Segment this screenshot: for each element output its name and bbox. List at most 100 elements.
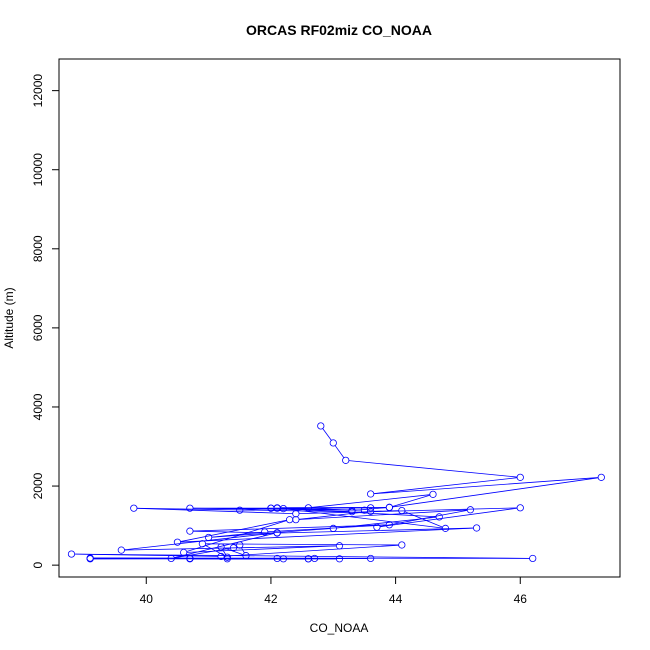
data-point bbox=[367, 490, 375, 498]
data-point bbox=[217, 552, 225, 561]
data-point bbox=[367, 504, 375, 512]
data-point bbox=[173, 538, 182, 546]
series-segment bbox=[380, 507, 518, 528]
data-point bbox=[130, 504, 138, 512]
series-segment bbox=[392, 494, 431, 507]
data-point bbox=[516, 504, 524, 512]
data-point bbox=[597, 473, 605, 481]
data-point bbox=[335, 555, 344, 563]
y-tick-label: 10000 bbox=[31, 153, 45, 187]
data-point bbox=[473, 524, 481, 532]
data-point bbox=[67, 550, 76, 558]
y-tick-label: 4000 bbox=[31, 393, 45, 420]
series-segment bbox=[373, 477, 518, 495]
data-point bbox=[242, 552, 250, 560]
data-point bbox=[261, 528, 269, 536]
data-point bbox=[329, 439, 337, 447]
data-point bbox=[304, 504, 312, 512]
y-tick-label: 0 bbox=[31, 561, 45, 568]
series-segment bbox=[322, 428, 332, 441]
series-segment bbox=[180, 519, 287, 542]
data-point bbox=[367, 554, 375, 563]
series-segment bbox=[299, 509, 468, 520]
series-segment bbox=[74, 553, 530, 559]
series-segment bbox=[392, 477, 599, 508]
data-point bbox=[117, 546, 125, 554]
series-segment bbox=[348, 460, 518, 478]
data-point bbox=[223, 553, 231, 561]
data-point bbox=[367, 507, 375, 515]
series-segment bbox=[136, 507, 293, 515]
series-segment bbox=[193, 524, 387, 532]
data-point bbox=[292, 510, 300, 518]
data-point bbox=[335, 542, 344, 550]
data-point bbox=[229, 544, 238, 552]
data-point bbox=[329, 524, 337, 532]
data-point bbox=[279, 504, 287, 513]
series-segment bbox=[241, 547, 245, 554]
data-point bbox=[267, 504, 275, 512]
data-point bbox=[186, 527, 194, 535]
data-point bbox=[167, 554, 175, 563]
data-point bbox=[529, 554, 537, 563]
data-point bbox=[516, 473, 524, 481]
series-segment bbox=[267, 524, 387, 533]
data-point bbox=[286, 516, 294, 524]
data-point bbox=[86, 555, 94, 563]
data-point bbox=[223, 555, 231, 563]
data-point bbox=[310, 554, 319, 563]
x-tick-label: 44 bbox=[389, 592, 403, 606]
series-segment bbox=[124, 532, 275, 551]
series-segment bbox=[222, 549, 226, 555]
series-segment bbox=[205, 543, 399, 546]
x-tick-label: 46 bbox=[514, 592, 528, 606]
series-segment bbox=[404, 511, 443, 528]
data-point bbox=[385, 521, 393, 529]
series-segment bbox=[180, 527, 474, 543]
data-point bbox=[317, 422, 325, 430]
series-segment bbox=[311, 494, 430, 508]
data-point bbox=[398, 506, 406, 515]
data-point bbox=[398, 541, 406, 549]
data-point bbox=[236, 541, 244, 549]
series-segment bbox=[286, 508, 443, 529]
chart-title: ORCAS RF02miz CO_NOAA bbox=[246, 22, 432, 38]
data-point bbox=[342, 456, 350, 464]
data-point bbox=[198, 540, 206, 548]
data-point bbox=[273, 554, 281, 563]
y-tick-label: 12000 bbox=[31, 74, 45, 108]
x-axis-label: CO_NOAA bbox=[310, 621, 369, 635]
plot-frame bbox=[58, 58, 621, 578]
x-tick-label: 42 bbox=[264, 592, 278, 606]
series-segment bbox=[204, 544, 225, 557]
data-point bbox=[273, 529, 281, 537]
data-point bbox=[180, 548, 188, 557]
y-axis-label: Altitude (m) bbox=[2, 287, 16, 348]
series-segment bbox=[211, 531, 262, 538]
data-point bbox=[466, 506, 474, 514]
series-segment bbox=[334, 445, 345, 458]
series-co-noaa bbox=[67, 422, 605, 563]
y-tick-label: 6000 bbox=[31, 314, 45, 341]
x-axis: 40 42 44 46 bbox=[140, 576, 528, 606]
series-segment bbox=[193, 530, 274, 534]
x-tick-label: 40 bbox=[140, 592, 154, 606]
data-point bbox=[186, 504, 194, 512]
data-point bbox=[205, 533, 213, 542]
series-segment bbox=[373, 510, 399, 512]
data-point bbox=[217, 543, 225, 551]
data-point bbox=[435, 513, 443, 521]
data-point bbox=[236, 506, 244, 514]
y-tick-label: 2000 bbox=[31, 472, 45, 499]
data-point bbox=[441, 524, 450, 532]
y-tick-label: 8000 bbox=[31, 235, 45, 262]
series-segment bbox=[224, 544, 399, 557]
data-point bbox=[385, 503, 393, 512]
data-point bbox=[373, 523, 381, 531]
y-axis: 0 2000 4000 6000 8000 10000 12000 bbox=[31, 74, 60, 568]
data-point bbox=[292, 516, 300, 524]
data-point bbox=[186, 554, 194, 563]
series-segment bbox=[299, 511, 368, 520]
data-point bbox=[348, 508, 356, 516]
